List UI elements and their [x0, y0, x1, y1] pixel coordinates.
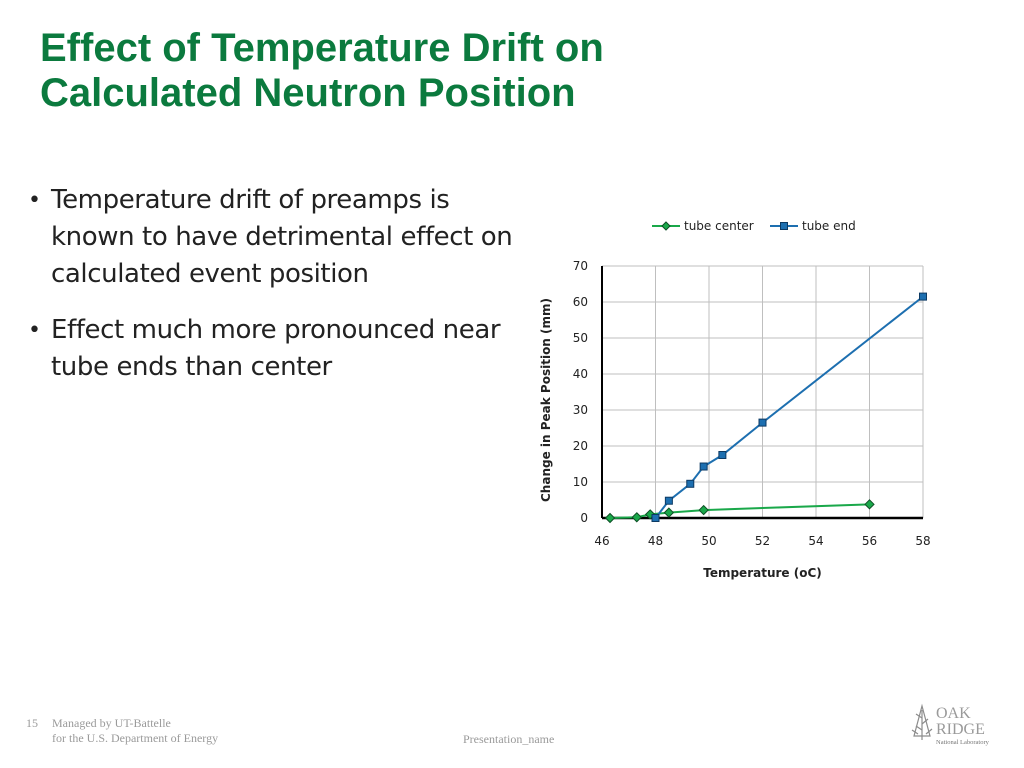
footer-management-line-1: Managed by UT-Battelle [52, 716, 171, 730]
temperature-drift-chart: 0 10 20 30 40 50 60 70 46 48 50 52 54 56 58 Temperature… [539, 219, 931, 580]
y-tick-label: 10 [573, 475, 588, 489]
x-tick-label: 58 [915, 534, 930, 548]
bullet-item: • Temperature drift of preamps is known … [26, 182, 526, 293]
data-point-0 [698, 504, 709, 516]
page-title: Effect of Temperature Drift on Calculate… [40, 26, 940, 116]
bullet-glyph: • [28, 318, 41, 343]
data-point-1 [758, 418, 767, 427]
bullet-item: • Effect much more pronounced near tube … [26, 312, 526, 386]
data-point-1 [919, 292, 927, 301]
y-tick-label: 70 [573, 259, 588, 273]
slide-number: 15 [26, 716, 38, 730]
title-line-1: Effect of Temperature Drift on [40, 26, 604, 70]
data-point-1 [686, 479, 695, 488]
y-tick-label: 50 [573, 331, 588, 345]
leaf-icon [911, 703, 933, 740]
legend-marker [661, 221, 671, 231]
x-tick-label: 48 [648, 534, 663, 548]
logo-word-ridge: RIDGE [936, 721, 985, 738]
series-line-1 [654, 295, 924, 519]
x-tick-label: 54 [808, 534, 823, 548]
footer-management: Managed by UT-Battelle for the U.S. Depa… [52, 716, 272, 746]
title-line-2: Calculated Neutron Position [40, 71, 576, 115]
x-tick-label: 50 [701, 534, 716, 548]
bullet-text: Temperature drift of preamps is known to… [51, 185, 513, 289]
data-point-1 [718, 451, 727, 459]
bullet-text: Effect much more pronounced near tube en… [51, 315, 501, 382]
y-tick-label: 30 [573, 403, 588, 417]
bullet-glyph: • [28, 188, 41, 213]
x-axis-label: Temperature (oC) [703, 566, 822, 580]
bullet-list: • Temperature drift of preamps is known … [26, 182, 526, 405]
y-tick-label: 20 [573, 439, 588, 453]
legend-label: tube center [684, 219, 754, 233]
data-point-1 [651, 514, 660, 522]
data-point-0 [604, 512, 616, 524]
legend-label: tube end [802, 219, 856, 233]
logo-tagline: National Laboratory [936, 739, 990, 746]
data-point-0 [663, 507, 675, 518]
y-tick-label: 40 [573, 367, 588, 381]
y-tick-label: 60 [573, 295, 588, 309]
presentation-name: Presentation_name [463, 732, 555, 746]
x-tick-label: 46 [594, 534, 609, 548]
y-axis-label: Change in Peak Position (mm) [539, 298, 553, 502]
x-tick-label: 52 [755, 534, 770, 548]
data-point-1 [664, 496, 673, 505]
y-tick-label: 0 [580, 511, 588, 525]
logo-word-oak: OAK [936, 705, 971, 722]
x-tick-label: 56 [862, 534, 877, 548]
legend-marker [780, 222, 788, 230]
data-point-1 [699, 462, 708, 471]
footer-management-line-2: for the U.S. Department of Energy [52, 731, 219, 745]
ornl-logo: OAK RIDGE National Laboratory [908, 700, 1000, 748]
data-point-0 [631, 512, 642, 523]
data-point-0 [864, 499, 875, 510]
